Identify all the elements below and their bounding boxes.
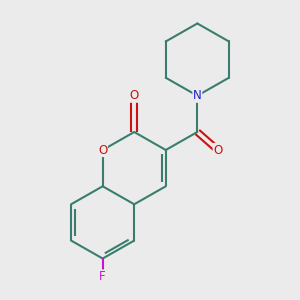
Text: O: O	[130, 89, 139, 102]
Text: F: F	[99, 270, 106, 283]
Text: N: N	[193, 89, 202, 102]
Text: O: O	[213, 143, 223, 157]
Text: O: O	[98, 143, 107, 157]
